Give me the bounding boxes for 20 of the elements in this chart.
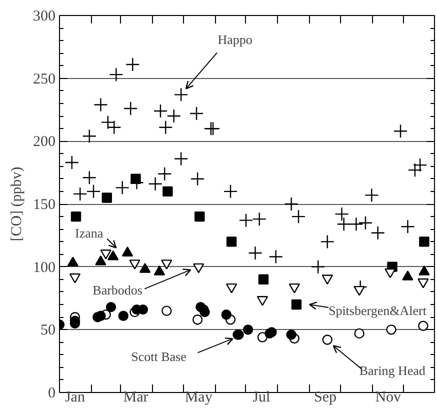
annotation: Spitsbergen&Alert xyxy=(328,303,427,318)
annotation: Scott Base xyxy=(131,349,187,364)
y-tick-label: 300 xyxy=(33,8,56,24)
annotation: Izana xyxy=(75,225,104,240)
x-tick-label: Mar xyxy=(123,390,148,406)
x-tick-label: May xyxy=(184,390,213,406)
y-axis-title: [CO] (ppbv) xyxy=(9,166,25,242)
x-tick-label: Jul xyxy=(252,390,270,406)
annotation: Baring Head xyxy=(359,363,426,378)
y-tick-label: 150 xyxy=(33,197,56,213)
annotation: Barbodos xyxy=(92,282,143,298)
x-tick-label: Jan xyxy=(64,390,86,406)
y-tick-label: 0 xyxy=(48,386,56,402)
y-tick-label: 50 xyxy=(40,322,56,339)
y-tick-label: 200 xyxy=(33,134,56,150)
y-tick-label: 100 xyxy=(33,260,56,276)
y-tick-label: 250 xyxy=(33,71,56,88)
x-tick-label: Sep xyxy=(314,390,337,406)
x-tick-label: Nov xyxy=(375,390,402,406)
annotation: Happo xyxy=(218,32,252,48)
